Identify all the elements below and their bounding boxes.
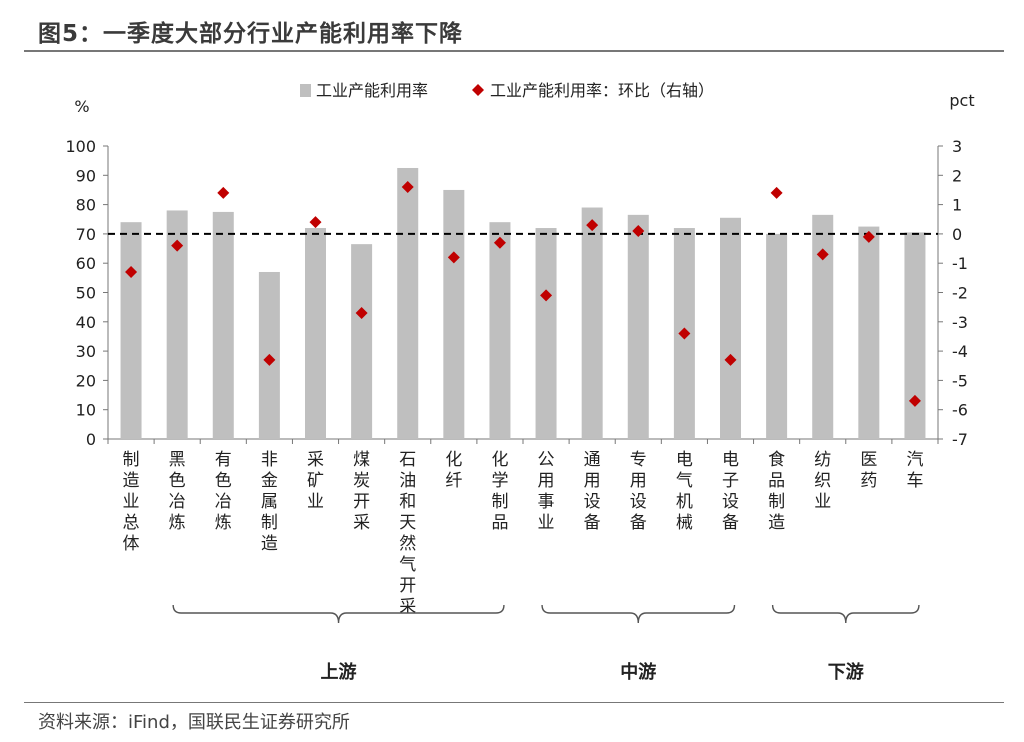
scatter-point <box>770 186 783 199</box>
left-tick-label: 50 <box>76 284 96 303</box>
left-tick-label: 30 <box>76 342 96 361</box>
scatter-point <box>678 327 691 340</box>
scatter-point <box>493 236 506 249</box>
scatter-point <box>447 251 460 264</box>
right-tick-label: 0 <box>952 225 962 244</box>
bar <box>904 232 926 439</box>
legend-swatch-marker <box>472 84 484 96</box>
scatter-point <box>816 248 829 261</box>
scatter-point <box>309 216 322 229</box>
bar <box>305 228 326 439</box>
left-tick-label: 70 <box>76 225 96 244</box>
scatter-point <box>862 230 875 243</box>
x-tick-label: 非金属制造 <box>261 450 278 554</box>
scatter-point <box>171 239 184 252</box>
group-label: 中游 <box>620 661 656 683</box>
scatter-point <box>586 219 599 232</box>
right-tick-label: -7 <box>952 430 968 449</box>
legend-label-bar: 工业产能利用率 <box>316 81 428 100</box>
x-tick-label: 化纤 <box>445 450 462 491</box>
x-tick-label: 石油和天然气开采 <box>399 450 416 617</box>
bar <box>397 167 419 439</box>
group-label: 下游 <box>828 661 864 683</box>
x-tick-label: 专用设备 <box>630 450 647 533</box>
left-tick-label: 80 <box>76 196 96 215</box>
scatter-point <box>632 224 645 237</box>
right-tick-label: -3 <box>952 313 968 332</box>
x-tick-label: 医药 <box>860 450 877 491</box>
legend-swatch-bar <box>300 84 311 97</box>
bar <box>535 228 557 439</box>
scatter-point <box>217 186 230 199</box>
x-tick-label: 公用事业 <box>538 450 555 533</box>
source-note: 资料来源：iFind，国联民生证券研究所 <box>38 712 350 733</box>
bar <box>443 189 465 439</box>
left-tick-label: 100 <box>65 137 96 156</box>
left-tick-label: 10 <box>76 401 96 420</box>
source-divider <box>24 702 1004 703</box>
bar <box>120 222 142 439</box>
left-tick-label: 0 <box>86 430 96 449</box>
scatter-point <box>355 307 368 320</box>
x-tick-label: 汽车 <box>906 450 923 491</box>
x-tick-label: 化学制品 <box>491 450 508 533</box>
bar <box>627 214 649 439</box>
right-tick-label: -2 <box>952 284 968 303</box>
right-axis-unit: pct <box>949 91 974 110</box>
scatter-point <box>908 394 921 407</box>
bar <box>212 211 234 439</box>
scatter-point <box>540 289 553 302</box>
right-tick-label: -4 <box>952 342 968 361</box>
x-tick-label: 纺织业 <box>814 450 831 512</box>
x-tick-label: 采矿业 <box>307 450 324 512</box>
bar <box>720 217 741 439</box>
left-tick-label: 60 <box>76 254 96 273</box>
title-divider <box>24 50 1004 52</box>
right-tick-label: 3 <box>952 137 962 156</box>
scatter-point <box>263 353 276 366</box>
x-tick-label: 有色冶炼 <box>215 450 232 533</box>
scatter-point <box>401 181 414 194</box>
left-tick-label: 40 <box>76 313 96 332</box>
left-axis-unit: % <box>74 97 89 116</box>
right-tick-label: -6 <box>952 401 968 420</box>
scatter-point <box>724 353 737 366</box>
left-tick-label: 20 <box>76 371 96 390</box>
scatter-point <box>125 265 138 278</box>
bar <box>581 207 603 439</box>
bar <box>858 226 880 439</box>
right-tick-label: 2 <box>952 166 962 185</box>
group-brace <box>541 604 736 624</box>
x-tick-label: 食品制造 <box>768 450 785 533</box>
group-label: 上游 <box>321 661 357 683</box>
x-tick-label: 电气机械 <box>676 450 693 533</box>
right-tick-label: -1 <box>952 254 968 273</box>
x-tick-label: 黑色冶炼 <box>169 450 186 533</box>
x-tick-label: 电子设备 <box>722 450 739 533</box>
bar <box>489 222 511 439</box>
right-tick-label: 1 <box>952 196 962 215</box>
bar <box>166 210 188 439</box>
x-tick-label: 通用设备 <box>584 450 601 533</box>
bar <box>812 214 834 439</box>
group-brace <box>172 604 505 624</box>
page-title: 图5：一季度大部分行业产能利用率下降 <box>38 21 464 47</box>
bar <box>766 233 788 439</box>
right-tick-label: -5 <box>952 371 968 390</box>
legend-label-marker: 工业产能利用率：环比（右轴） <box>490 81 714 100</box>
chart: 0 10 20 30 40 50 60 70 80 90 100 -7 -6 -5 -4 -3 -2 -1 0 1 2 3… <box>65 81 974 683</box>
bar <box>351 244 373 439</box>
x-tick-label: 煤炭开采 <box>353 450 370 533</box>
x-tick-label: 制造业总体 <box>123 450 140 554</box>
group-brace <box>771 604 920 624</box>
left-tick-label: 90 <box>76 166 96 185</box>
